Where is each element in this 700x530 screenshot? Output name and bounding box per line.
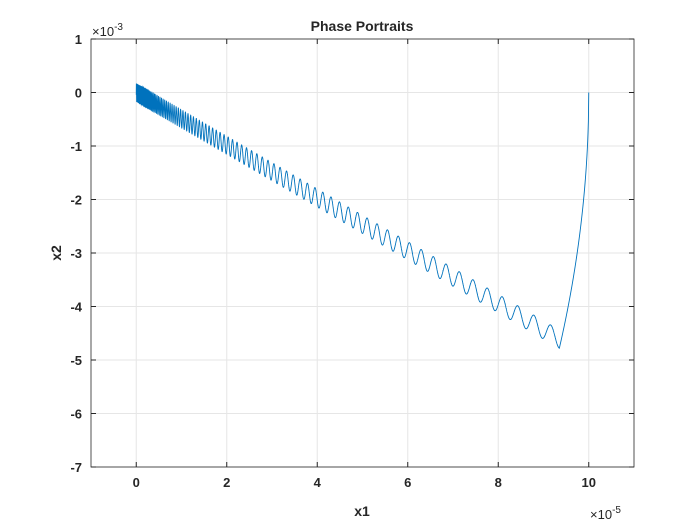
y-tick-label: -1: [70, 139, 82, 154]
x-tick-label: 8: [495, 475, 502, 490]
y-exponent-base: ×10: [92, 24, 114, 39]
y-tick-label: -2: [70, 193, 82, 208]
x-tick-label: 4: [314, 475, 322, 490]
x-exponent-base: ×10: [590, 507, 612, 522]
y-tick-label: -6: [70, 407, 82, 422]
chart-title: Phase Portraits: [311, 18, 414, 34]
x-axis-label: x1: [354, 503, 370, 519]
x-tick-label: 6: [404, 475, 411, 490]
y-tick-label: 1: [75, 32, 82, 47]
y-tick-label: -7: [70, 460, 82, 475]
y-tick-label: -4: [70, 300, 82, 315]
y-tick-label: 0: [75, 86, 82, 101]
x-exponent-label: ×10-5: [590, 505, 621, 522]
x-tick-label: 0: [133, 475, 140, 490]
y-tick-label: -3: [70, 246, 82, 261]
y-exponent-value: -3: [114, 22, 123, 33]
series-line: [135, 83, 590, 349]
x-tick-label: 2: [223, 475, 230, 490]
y-exponent-label: ×10-3: [92, 22, 123, 39]
grid-lines: [91, 38, 634, 468]
y-tick-label: -5: [70, 353, 82, 368]
x-exponent-value: -5: [612, 505, 621, 516]
y-axis-label: x2: [48, 245, 64, 261]
x-tick-label: 10: [582, 475, 596, 490]
